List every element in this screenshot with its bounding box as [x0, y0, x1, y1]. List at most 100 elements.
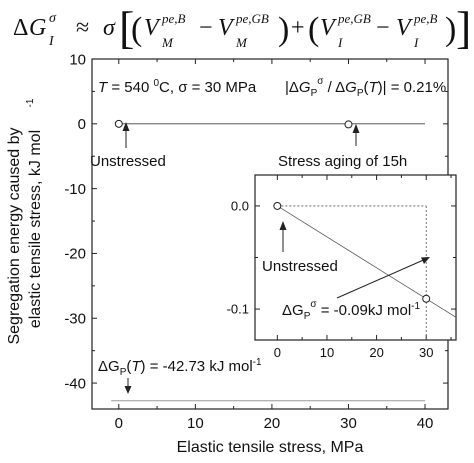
unstressed-label: Unstressed	[90, 153, 166, 170]
dgp-arrow	[124, 378, 132, 394]
main-xtick-label: 10	[187, 415, 204, 432]
inset-data-point	[422, 294, 431, 303]
dgp-rest: ) = -42.73 kJ mol	[141, 358, 253, 375]
conditions-unit: C, σ = 30 MPa	[159, 79, 257, 96]
inset-dg-sup: σ	[310, 299, 317, 310]
unstressed-arrow-head	[122, 122, 130, 131]
main-ytick-label: -10	[64, 181, 86, 198]
main-ytick-label: 0	[78, 116, 86, 133]
inset-ytick-label: 0.0	[231, 198, 249, 213]
main-xtick-label: 0	[115, 415, 123, 432]
ratio-g: G	[299, 79, 311, 96]
main-ytick-label: 10	[69, 51, 86, 68]
eq-open-paren-1: (	[131, 11, 142, 48]
ratio-text: |ΔGPσ / ΔGP(T)| = 0.21%	[285, 76, 446, 99]
dgp-t: T	[131, 358, 142, 375]
conditions-text: T = 540 0C, σ = 30 MPa	[98, 78, 257, 96]
ratio-sub-p2: P	[357, 88, 364, 99]
ratio-rest: )| = 0.21%	[378, 79, 447, 96]
inset-dg-label: ΔGPσ = -0.09kJ mol-1	[282, 299, 420, 322]
main-ytick-label: -40	[64, 375, 86, 392]
eq-v3-sup: pe,GB	[337, 11, 371, 26]
eq-v3: V	[320, 15, 337, 41]
y-axis-label-sup: -1	[25, 98, 36, 107]
conditions-degree: 0	[153, 78, 159, 89]
dgp-arrow-head	[124, 386, 132, 394]
eq-v1-sup: pe,B	[161, 11, 186, 26]
inset-dg-rest: = -0.09kJ mol	[317, 302, 412, 319]
inset-xtick-label: 20	[369, 345, 383, 360]
eq-sigma: σ	[103, 15, 116, 41]
main-ytick-label: -30	[64, 311, 86, 328]
ratio-paren-open: (	[363, 79, 368, 96]
inset-y-ticks: 0.0 -0.1	[227, 198, 456, 317]
dgp-prefix: ΔG	[98, 358, 120, 375]
inset-dg-sub: P	[304, 311, 311, 322]
conditions-t-value: = 540	[107, 79, 153, 96]
inset-dg-sup2: -1	[411, 301, 420, 312]
main-x-ticks: 0 10 20 30 40	[115, 59, 434, 432]
ratio-mid: / Δ	[323, 79, 345, 96]
inset-xtick-label: 30	[419, 345, 433, 360]
inset-series	[273, 201, 457, 340]
ratio-sub-p: P	[311, 88, 318, 99]
inset-dg-arrow-line	[336, 257, 429, 299]
eq-open-bracket: [	[119, 2, 134, 53]
eq-close-paren-2: )	[445, 11, 456, 48]
y-axis-label: Segregation energy caused by elastic ten…	[6, 98, 44, 344]
eq-approx: ≈	[76, 15, 89, 41]
conditions-t: T	[98, 79, 109, 96]
main-data-point	[114, 119, 123, 128]
eq-open-paren-2: (	[308, 11, 319, 48]
inset-unstressed-arrow-head	[279, 221, 287, 230]
main-xtick-label: 30	[340, 415, 357, 432]
inset-unstressed-label: Unstressed	[262, 258, 338, 275]
inset-annotation-unstressed: Unstressed	[262, 221, 338, 275]
stress-aging-arrow-head	[352, 124, 360, 133]
inset-xtick-label: 0	[274, 345, 281, 360]
main-annotation-stress-aging: Stress aging of 15h	[278, 124, 407, 170]
main-ytick-label: -20	[64, 246, 86, 263]
main-data-point	[344, 120, 353, 129]
main-series	[111, 119, 426, 402]
inset-dg-arrow-head	[421, 257, 430, 264]
main-xtick-label: 40	[417, 415, 434, 432]
eq-plus: +	[291, 15, 305, 41]
dgp-paren-open: (	[126, 358, 131, 375]
ratio-sup-sigma: σ	[317, 76, 324, 87]
x-axis-label: Elastic tensile stress, MPa	[177, 439, 364, 456]
eq-v2-sup: pe,GB	[235, 11, 269, 26]
inset-xtick-label: 10	[320, 345, 334, 360]
eq-minus-1: −	[199, 15, 213, 41]
inset-ytick-label: -0.1	[227, 302, 249, 317]
main-y-ticks: 100-10-20-30-40	[64, 51, 448, 392]
eq-close-paren-1: )	[278, 11, 289, 48]
eq-v2-sub: M	[235, 35, 248, 50]
y-axis-label-line2: elastic tensile stress, kJ mol	[27, 130, 44, 328]
eq-sup-sigma: σ	[49, 11, 57, 26]
inset-x-ticks: 0 10 20 30	[274, 175, 452, 360]
eq-g: G	[29, 15, 46, 41]
inset-dg-prefix: ΔG	[282, 302, 304, 319]
eq-minus-2: −	[376, 15, 390, 41]
eq-v4-sub: I	[413, 35, 419, 50]
inset-annotation-dg: ΔGPσ = -0.09kJ mol-1	[282, 257, 430, 322]
inset-data-point	[273, 201, 282, 210]
ratio-g2: G	[345, 79, 357, 96]
main-annotation-unstressed: Unstressed	[90, 122, 166, 170]
main-xtick-label: 20	[264, 415, 281, 432]
dgp-sup: -1	[253, 357, 262, 368]
ratio-t: T	[368, 79, 379, 96]
y-axis-label-line1: Segregation energy caused by	[6, 127, 23, 344]
dgp-sub: P	[120, 367, 127, 378]
stress-aging-label: Stress aging of 15h	[278, 153, 407, 170]
eq-v1: V	[144, 15, 161, 41]
eq-close-bracket: ]	[456, 2, 471, 53]
eq-delta: Δ	[13, 15, 28, 41]
eq-v4-sup: pe,B	[413, 11, 438, 26]
eq-v1-sub: M	[161, 35, 174, 50]
equation: Δ G I σ ≈ σ [ ( V pe,B M − V pe,GB M ) +…	[13, 2, 471, 53]
eq-v3-sub: I	[337, 35, 343, 50]
dgp-label: ΔGP(T) = -42.73 kJ mol-1	[98, 357, 262, 378]
